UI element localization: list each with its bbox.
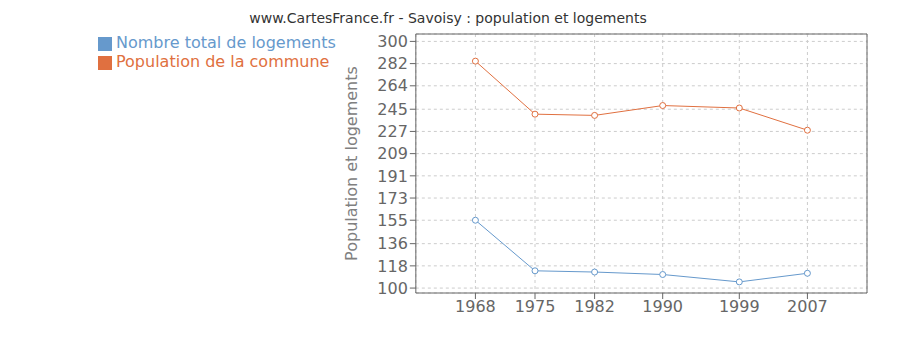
svg-text:155: 155 — [377, 211, 408, 230]
svg-text:Population et logements: Population et logements — [342, 66, 361, 261]
html-text:Population de la commune: Population de la commune — [116, 52, 330, 71]
svg-text:300: 300 — [377, 32, 408, 51]
svg-text:264: 264 — [377, 76, 408, 95]
svg-text:100: 100 — [377, 279, 408, 298]
svg-text:1975: 1975 — [515, 297, 556, 316]
svg-text:191: 191 — [377, 167, 408, 186]
svg-text:1999: 1999 — [719, 297, 760, 316]
html-text:www.CartesFrance.fr - Savoisy: www.CartesFrance.fr - Savoisy : populati… — [249, 10, 647, 26]
html-text:Nombre total de logements: Nombre total de logements — [116, 33, 336, 52]
svg-text:2007: 2007 — [787, 297, 828, 316]
svg-text:118: 118 — [377, 257, 408, 276]
svg-text:227: 227 — [377, 122, 408, 141]
svg-text:282: 282 — [377, 54, 408, 73]
svg-text:209: 209 — [377, 144, 408, 163]
svg-text:173: 173 — [377, 189, 408, 208]
svg-text:136: 136 — [377, 234, 408, 253]
svg-text:1982: 1982 — [574, 297, 615, 316]
svg-text:1990: 1990 — [642, 297, 683, 316]
svg-text:1968: 1968 — [455, 297, 496, 316]
svg-text:245: 245 — [377, 100, 408, 119]
